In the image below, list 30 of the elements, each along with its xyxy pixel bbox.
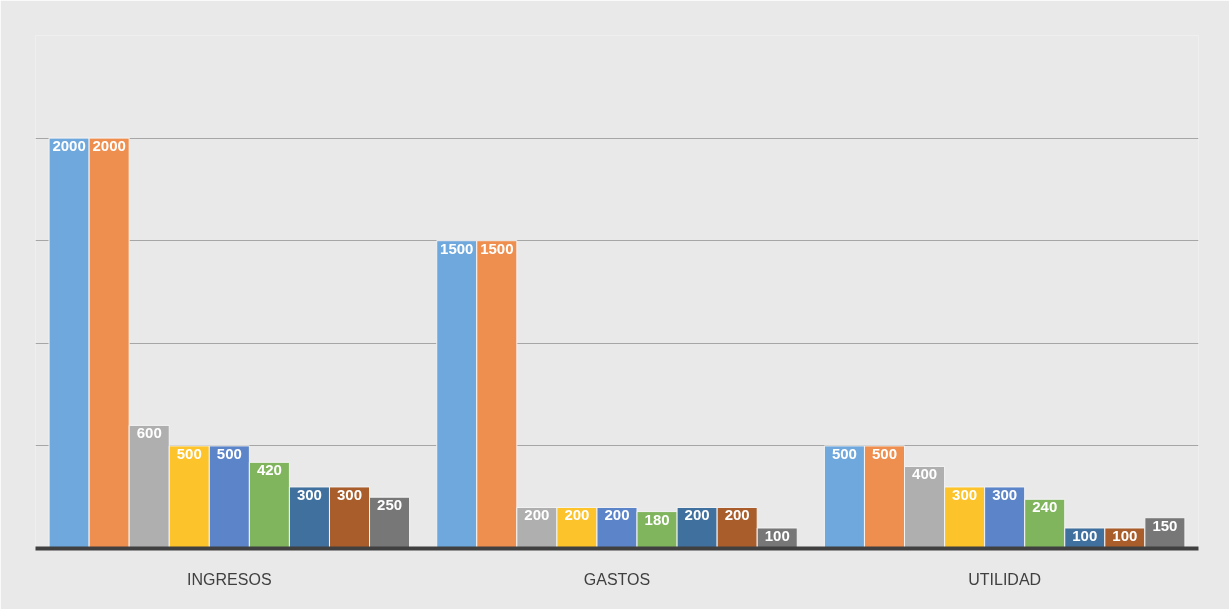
data-label: 200 bbox=[564, 506, 590, 524]
data-label: 400 bbox=[912, 465, 938, 483]
data-label: 300 bbox=[337, 485, 363, 503]
data-label: 500 bbox=[216, 444, 242, 462]
data-label: 2000 bbox=[52, 137, 86, 155]
data-label: 180 bbox=[644, 510, 670, 528]
data-label: 150 bbox=[1152, 516, 1178, 534]
data-label: 200 bbox=[524, 506, 550, 524]
data-label: 420 bbox=[256, 461, 282, 479]
data-label: 200 bbox=[684, 506, 710, 524]
data-label: 300 bbox=[296, 485, 322, 503]
data-label: 100 bbox=[1112, 526, 1138, 544]
x-tick-label: UTILIDAD bbox=[968, 570, 1042, 588]
data-label: 100 bbox=[1072, 526, 1098, 544]
data-label: 1500 bbox=[440, 239, 474, 257]
data-label: 250 bbox=[377, 496, 403, 514]
data-label: 500 bbox=[871, 444, 898, 462]
data-label: 500 bbox=[831, 444, 857, 462]
data-label: 1500 bbox=[480, 239, 514, 257]
data-label: 300 bbox=[952, 485, 978, 503]
x-tick-label: GASTOS bbox=[583, 570, 651, 588]
data-label: 200 bbox=[604, 506, 630, 524]
data-label: 600 bbox=[136, 424, 162, 442]
data-label: 100 bbox=[764, 526, 790, 544]
data-label: 2000 bbox=[92, 137, 126, 155]
data-label: 200 bbox=[724, 506, 750, 524]
data-label: 300 bbox=[992, 485, 1018, 503]
data-label: 240 bbox=[1032, 498, 1058, 516]
x-tick-label: INGRESOS bbox=[187, 570, 272, 588]
data-label: 500 bbox=[176, 444, 202, 462]
